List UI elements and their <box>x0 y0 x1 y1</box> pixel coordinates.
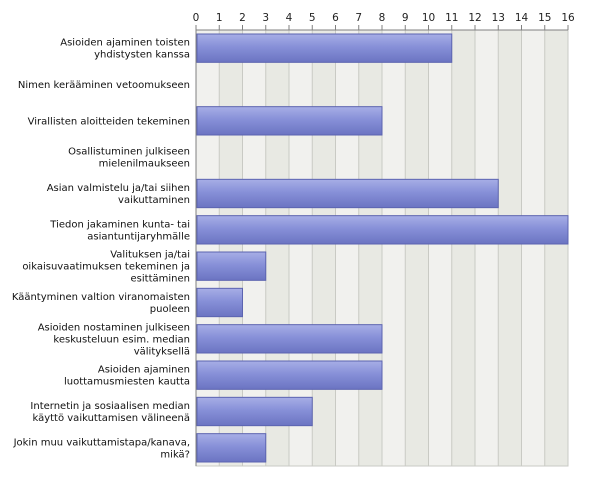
grid-column-band <box>428 30 452 466</box>
x-tick-label: 0 <box>193 12 200 24</box>
bars <box>196 33 569 463</box>
grid-column-band <box>312 30 336 466</box>
grid-column-band <box>405 30 429 466</box>
x-tick-label: 12 <box>468 12 481 24</box>
grid-column-band <box>475 30 499 466</box>
category-label: Asioiden ajaminen toisten <box>60 38 190 49</box>
x-tick-label: 9 <box>402 12 409 24</box>
category-label: välityksellä <box>134 346 190 357</box>
bar <box>196 433 267 463</box>
x-tick-label: 1 <box>216 12 223 24</box>
grid-column-band <box>358 30 382 466</box>
grid-column-band <box>382 30 406 466</box>
x-tick-label: 16 <box>561 12 575 24</box>
gridlines <box>195 29 569 467</box>
category-label: Kääntyminen valtion viranomaisten <box>12 292 190 303</box>
category-label: Tiedon jakaminen kunta- tai <box>49 219 190 230</box>
category-label: yhdistysten kanssa <box>94 50 190 61</box>
x-tick-label: 13 <box>492 12 505 24</box>
grid-column-band <box>521 30 545 466</box>
x-tick-label: 10 <box>422 12 435 24</box>
grid-column-band <box>498 30 522 466</box>
bar <box>196 251 267 281</box>
x-tick-label: 3 <box>262 12 269 24</box>
category-label: esittäminen <box>131 274 190 285</box>
bar <box>196 106 383 136</box>
category-label: Internetin ja sosiaalisen median <box>30 401 190 412</box>
grid-column-band <box>219 30 243 466</box>
category-label: asiantuntijaryhmälle <box>87 231 190 242</box>
category-label: vaikuttaminen <box>118 195 190 206</box>
plot-area <box>196 30 568 466</box>
category-label: käyttö vaikuttamisen välineenä <box>32 413 190 424</box>
bar <box>196 33 453 63</box>
category-label: mielenilmaukseen <box>99 159 190 170</box>
category-label: Jokin muu vaikuttamistapa/kanava, <box>13 437 190 448</box>
x-tick-label: 2 <box>239 12 246 24</box>
grid-column-band <box>451 30 475 466</box>
grid-column-band <box>335 30 359 466</box>
bar <box>196 215 569 245</box>
category-label: oikaisuvaatimuksen tekeminen ja <box>22 262 190 273</box>
x-tick-label: 11 <box>445 12 458 24</box>
x-tick-label: 8 <box>379 12 386 24</box>
bar <box>196 360 383 390</box>
category-label: Asioiden nostaminen julkiseen <box>38 322 190 333</box>
x-tick-label: 6 <box>332 12 339 24</box>
bar <box>196 178 499 209</box>
category-label: puoleen <box>150 304 190 315</box>
category-label: Virallisten aloitteiden tekeminen <box>28 116 190 127</box>
x-tick-label: 4 <box>286 12 293 24</box>
category-label: keskusteluun esim. median <box>53 334 190 345</box>
category-label: Valituksen ja/tai <box>110 250 190 261</box>
x-tick-label: 14 <box>515 12 529 24</box>
bar <box>196 324 383 354</box>
grid-column-band <box>265 30 289 466</box>
category-label: Nimen kerääminen vetoomukseen <box>18 80 190 91</box>
category-label: Osallistuminen julkiseen <box>68 147 190 158</box>
grid-column-band <box>196 30 220 466</box>
grid-column-band <box>289 30 313 466</box>
grid-column-band <box>544 30 568 466</box>
category-label: mikä? <box>160 449 190 460</box>
category-label: Asian valmistelu ja/tai siihen <box>47 183 190 194</box>
category-label: Asioiden ajaminen <box>98 365 190 376</box>
x-tick-label: 5 <box>309 12 316 24</box>
category-label: luottamusmiesten kautta <box>64 377 190 388</box>
bar <box>196 287 243 318</box>
bar <box>196 396 313 427</box>
x-axis: 0 1 2 3 4 5 6 7 8 9 10 11 12 13 14 15 16 <box>193 12 575 466</box>
x-tick-label: 7 <box>355 12 362 24</box>
x-tick-label: 15 <box>538 12 551 24</box>
grid-column-band <box>242 30 266 466</box>
